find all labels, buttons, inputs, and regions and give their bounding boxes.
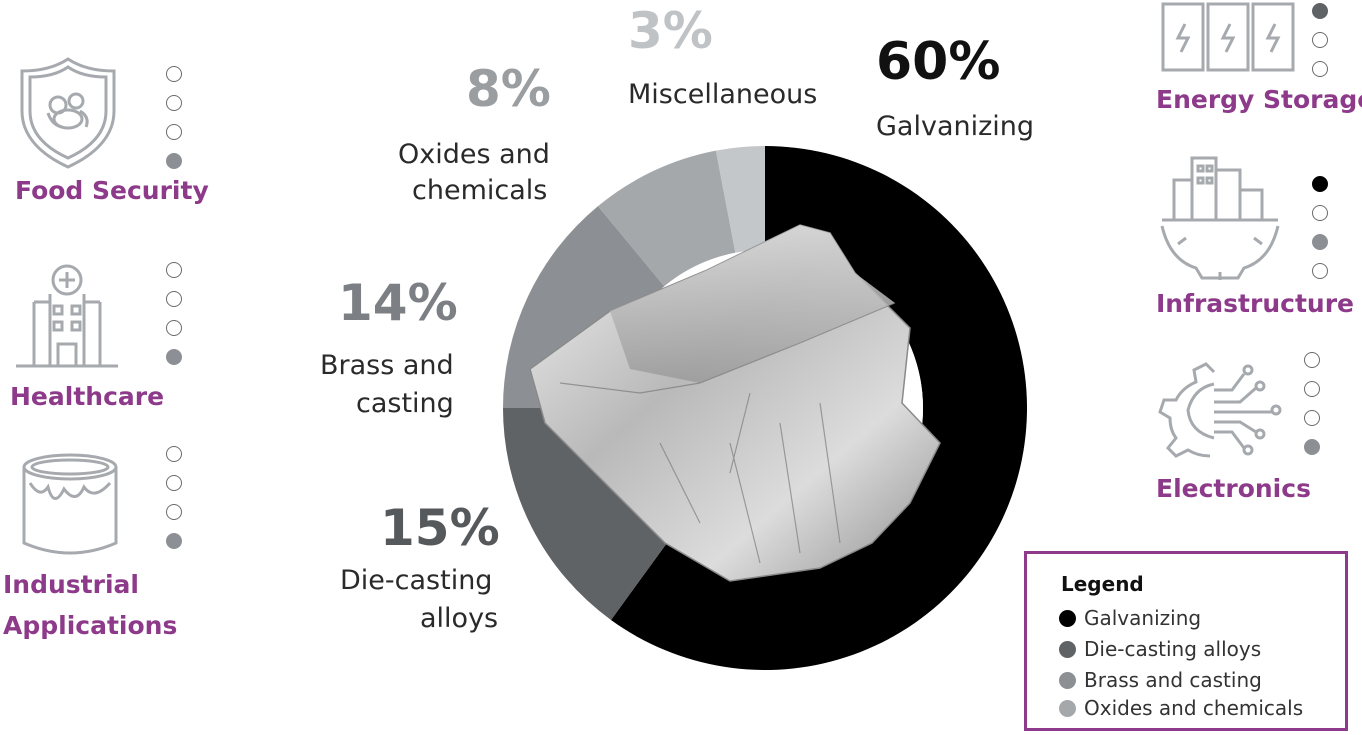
indicator-dot (1304, 439, 1320, 455)
series-label-diecasting-line2: alloys (420, 603, 499, 634)
indicator-dot (166, 475, 182, 491)
indicator-dot (1312, 32, 1328, 48)
indicator-dot (1312, 205, 1328, 221)
indicator-dot (1312, 176, 1328, 192)
indicator-dot (166, 262, 182, 278)
indicator-dot (166, 504, 182, 520)
healthcare-label: Healthcare (10, 382, 165, 411)
indicator-dot (166, 153, 182, 169)
indicator-dot (1304, 352, 1320, 368)
food-security-label: Food Security (15, 176, 209, 205)
legend-item-label: Galvanizing (1084, 606, 1202, 630)
indicator-dot (166, 320, 182, 336)
indicator-dot (166, 66, 182, 82)
series-label-oxides-line1: Oxides and (398, 139, 550, 170)
series-label-misc: Miscellaneous (628, 79, 818, 110)
donut-slice-die-casting-alloys (503, 408, 673, 620)
pct-label-diecasting: 15% (380, 499, 500, 557)
legend-swatch (1059, 610, 1076, 627)
legend-item-label: Die-casting alloys (1084, 637, 1262, 661)
food-security-dots (166, 66, 186, 182)
indicator-dot (166, 291, 182, 307)
legend-item-label: Brass and casting (1084, 668, 1262, 692)
legend-item-galvanizing: Galvanizing (1059, 606, 1201, 630)
energy-storage-dots (1312, 3, 1332, 90)
legend-swatch (1059, 700, 1076, 717)
city-gear-icon (1156, 150, 1284, 280)
series-label-brass-line2: casting (356, 388, 454, 419)
donut-slice-oxides-and-chemicals (597, 150, 736, 287)
legend-swatch (1059, 641, 1076, 658)
industrial-dots (166, 446, 186, 562)
electronics-dots (1304, 352, 1324, 468)
pct-label-misc: 3% (628, 2, 713, 60)
infrastructure-dots (1312, 176, 1332, 292)
indicator-dot (166, 533, 182, 549)
indicator-dot (1312, 263, 1328, 279)
pct-label-brass: 14% (338, 274, 458, 332)
hospital-icon (12, 262, 122, 370)
legend-item-die-casting: Die-casting alloys (1059, 637, 1261, 661)
electronics-label: Electronics (1156, 474, 1311, 503)
zinc-ingot-image (529, 224, 941, 582)
legend-item-brass: Brass and casting (1059, 668, 1262, 692)
paint-can-icon (20, 453, 120, 558)
indicator-dot (166, 95, 182, 111)
series-label-brass-line1: Brass and (320, 350, 454, 381)
legend-swatch (1059, 672, 1076, 689)
series-label-oxides-line2: chemicals (412, 175, 548, 206)
industrial-label-line1: Industrial (3, 570, 139, 599)
indicator-dot (166, 124, 182, 140)
indicator-dot (1312, 234, 1328, 250)
energy-storage-label: Energy Storage (1156, 85, 1362, 114)
indicator-dot (1312, 3, 1328, 19)
pct-label-galvanizing: 60% (876, 32, 1001, 92)
series-label-diecasting-line1: Die-casting (340, 565, 493, 596)
donut-slice-galvanizing (611, 146, 1027, 670)
healthcare-dots (166, 262, 186, 378)
indicator-dot (1304, 410, 1320, 426)
circuit-gear-icon (1156, 360, 1286, 460)
indicator-dot (166, 349, 182, 365)
infrastructure-label: Infrastructure (1156, 289, 1354, 318)
donut-slice-miscellaneous (715, 146, 765, 253)
battery-icon (1160, 0, 1295, 74)
chart-legend: Legend Galvanizing Die-casting alloys Br… (1024, 551, 1348, 731)
legend-item-oxides: Oxides and chemicals (1059, 696, 1303, 720)
zinc-uses-donut-chart (503, 146, 1027, 670)
food-shield-icon (18, 55, 118, 170)
donut-slice-brass-and-casting (503, 206, 665, 408)
series-label-galvanizing: Galvanizing (876, 111, 1035, 142)
legend-item-label: Oxides and chemicals (1084, 696, 1304, 720)
indicator-dot (1304, 381, 1320, 397)
indicator-dot (1312, 61, 1328, 77)
industrial-label-line2: Applications (3, 611, 178, 640)
legend-title: Legend (1061, 572, 1144, 596)
pct-label-oxides: 8% (466, 60, 551, 118)
indicator-dot (166, 446, 182, 462)
